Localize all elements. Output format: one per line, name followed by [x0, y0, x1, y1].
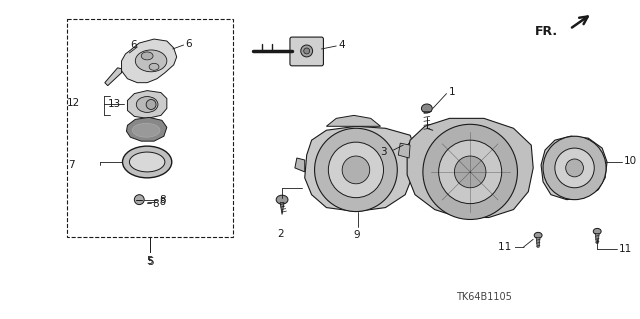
Text: TK64B1105: TK64B1105 [456, 292, 512, 302]
Polygon shape [295, 158, 305, 172]
Circle shape [555, 148, 595, 188]
Circle shape [423, 124, 518, 219]
Text: 11: 11 [619, 244, 632, 254]
Ellipse shape [136, 97, 158, 112]
Polygon shape [122, 39, 177, 83]
Ellipse shape [419, 134, 447, 152]
Polygon shape [541, 136, 607, 200]
Circle shape [304, 48, 310, 54]
FancyBboxPatch shape [290, 37, 323, 66]
Ellipse shape [141, 52, 153, 60]
Circle shape [146, 100, 156, 109]
Text: 5: 5 [147, 257, 154, 267]
Ellipse shape [534, 232, 542, 238]
Circle shape [566, 159, 584, 177]
Ellipse shape [593, 228, 601, 234]
Text: 4: 4 [338, 40, 345, 50]
Circle shape [134, 195, 144, 204]
Polygon shape [127, 117, 167, 141]
Text: 11 —: 11 — [498, 242, 525, 252]
Text: — 8: — 8 [147, 197, 166, 207]
Text: 1: 1 [449, 86, 455, 97]
Text: 2: 2 [277, 229, 284, 239]
Circle shape [315, 128, 397, 211]
Ellipse shape [129, 152, 165, 172]
Circle shape [543, 136, 606, 200]
Polygon shape [280, 203, 284, 214]
Polygon shape [536, 237, 540, 247]
Text: 6: 6 [130, 40, 137, 50]
Circle shape [454, 156, 486, 188]
Ellipse shape [132, 123, 160, 137]
Polygon shape [407, 118, 533, 218]
Polygon shape [326, 115, 381, 126]
Ellipse shape [276, 195, 288, 204]
Polygon shape [405, 128, 454, 155]
Text: FR.: FR. [534, 25, 558, 38]
Bar [67, 19, 233, 237]
Text: 10: 10 [624, 156, 637, 166]
Circle shape [438, 140, 502, 204]
Text: 6: 6 [186, 39, 192, 49]
Text: 5: 5 [146, 256, 153, 266]
Text: 7: 7 [68, 160, 75, 170]
Polygon shape [105, 68, 122, 85]
Text: 8: 8 [159, 195, 166, 205]
Text: 12: 12 [67, 99, 79, 108]
Polygon shape [127, 91, 167, 118]
Circle shape [342, 156, 370, 184]
Polygon shape [398, 143, 410, 158]
Text: 9: 9 [353, 230, 360, 240]
Circle shape [328, 142, 383, 198]
Polygon shape [595, 234, 599, 243]
Text: 3: 3 [381, 147, 387, 157]
Ellipse shape [135, 50, 167, 72]
Text: 8: 8 [152, 199, 159, 209]
Ellipse shape [421, 104, 432, 113]
Text: 13: 13 [108, 100, 121, 109]
Polygon shape [305, 126, 415, 211]
Ellipse shape [149, 63, 159, 70]
Circle shape [301, 45, 312, 57]
Ellipse shape [122, 146, 172, 178]
